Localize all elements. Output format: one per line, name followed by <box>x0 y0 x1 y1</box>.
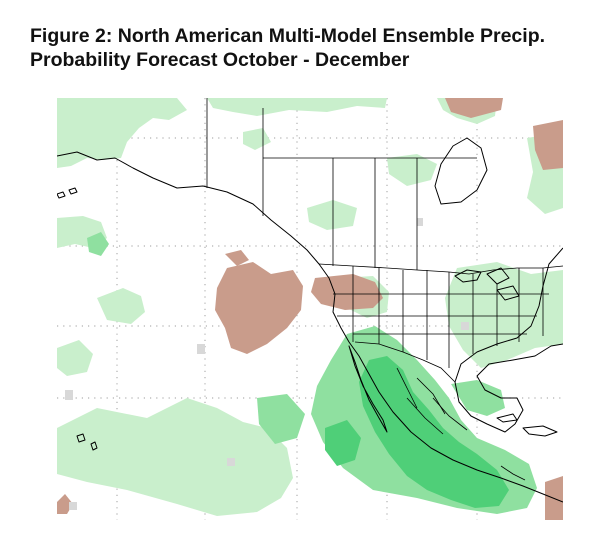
no-signal-cells <box>65 218 469 510</box>
forecast-map-svg <box>57 98 563 520</box>
figure-title-line-2: Probability Forecast October - December <box>30 49 410 71</box>
political-boundaries <box>206 98 563 481</box>
wet-probability-light <box>57 98 563 516</box>
dry-probability <box>57 98 563 520</box>
forecast-map <box>57 98 563 520</box>
wet-probability-strong <box>325 356 509 508</box>
figure-title: Figure 2: North American Multi-Model Ens… <box>30 24 590 72</box>
figure-title-line-1: Figure 2: North American Multi-Model Ens… <box>30 25 546 47</box>
